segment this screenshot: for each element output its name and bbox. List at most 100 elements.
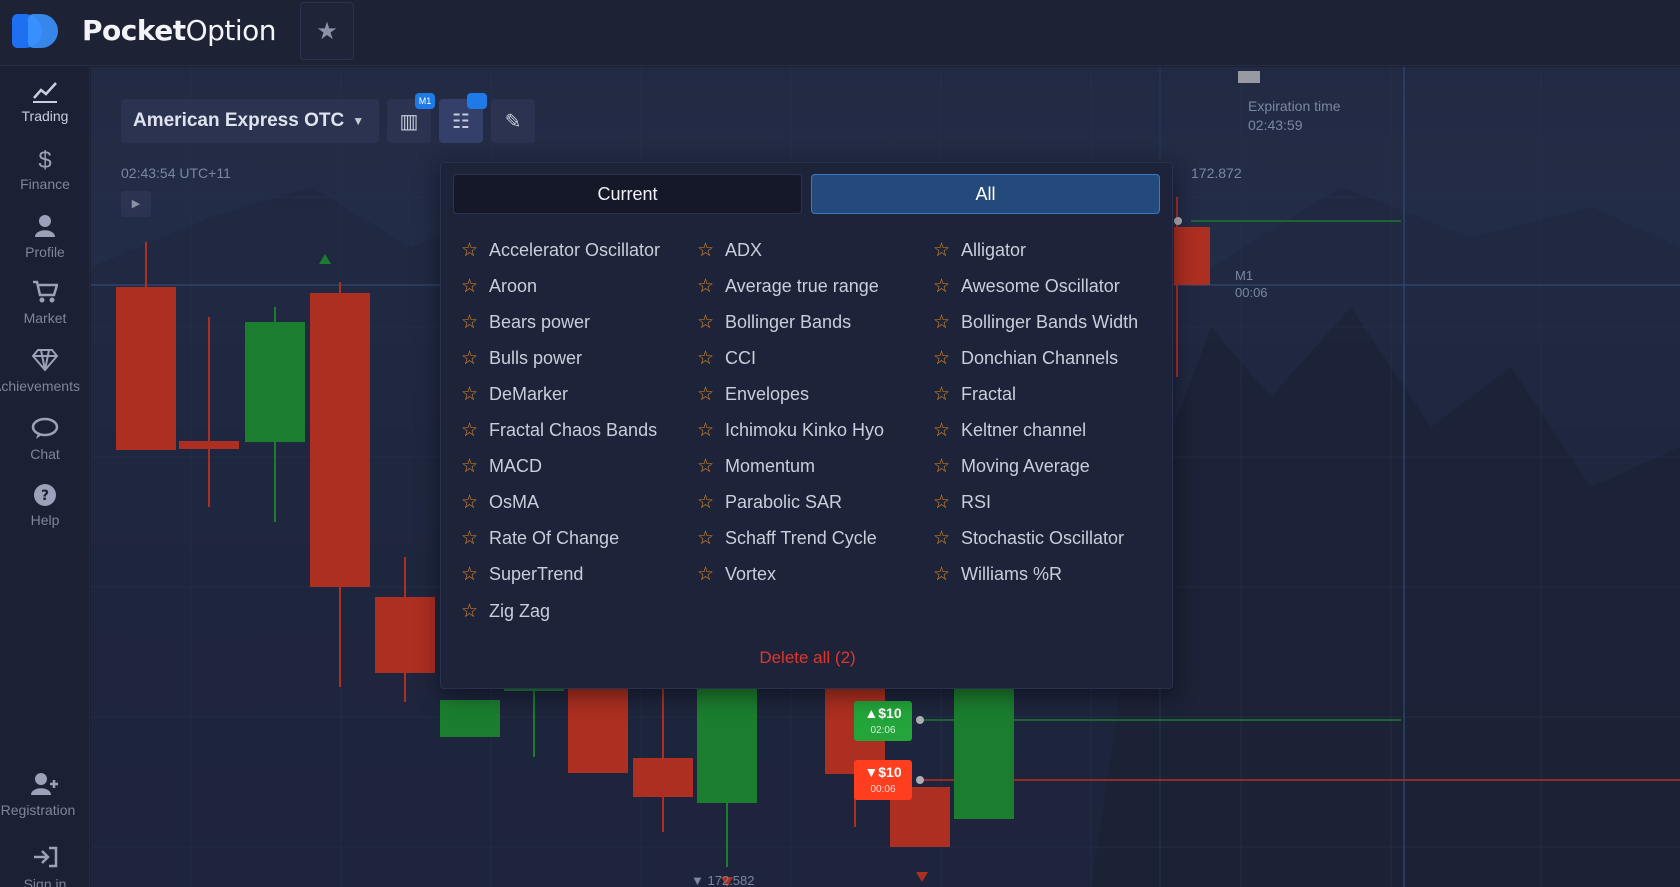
timeframe-badge: M1 <box>415 93 435 109</box>
indicator-item[interactable]: ☆ Fractal Chaos Bands <box>461 419 657 443</box>
star-outline-icon[interactable]: ☆ <box>933 383 951 405</box>
indicator-item[interactable]: ☆ ADX <box>697 238 762 262</box>
brand-logo[interactable]: PocketOption <box>12 10 277 50</box>
indicator-item[interactable]: ☆ Awesome Oscillator <box>933 274 1120 298</box>
star-outline-icon[interactable]: ☆ <box>697 492 715 514</box>
star-outline-icon[interactable]: ☆ <box>461 239 479 261</box>
indicator-label: Rate Of Change <box>489 528 620 549</box>
indicator-item[interactable]: ☆ Average true range <box>697 274 879 298</box>
star-outline-icon[interactable]: ☆ <box>933 347 951 369</box>
star-outline-icon[interactable]: ☆ <box>461 347 479 369</box>
star-outline-icon[interactable]: ☆ <box>697 275 715 297</box>
indicator-item[interactable]: ☆ Alligator <box>933 238 1026 262</box>
sidebar-item-registration[interactable]: Registration <box>0 772 90 838</box>
favorites-button[interactable]: ★ <box>300 2 354 60</box>
indicator-item[interactable]: ☆ Parabolic SAR <box>697 491 842 515</box>
chart-type-button[interactable]: ▥ M1 <box>387 93 435 143</box>
star-outline-icon[interactable]: ☆ <box>933 564 951 586</box>
star-outline-icon[interactable]: ☆ <box>933 420 951 441</box>
star-outline-icon[interactable]: ☆ <box>461 383 479 405</box>
login-icon <box>0 846 90 876</box>
indicator-label: Aroon <box>489 275 538 296</box>
star-outline-icon[interactable]: ☆ <box>697 239 715 261</box>
star-outline-icon[interactable]: ☆ <box>697 456 715 478</box>
chart-line-icon <box>0 78 90 108</box>
sidebar-item-help[interactable]: ? Help <box>0 482 90 548</box>
star-outline-icon[interactable]: ☆ <box>697 420 715 441</box>
indicator-item[interactable]: ☆ Ichimoku Kinko Hyo <box>697 419 884 443</box>
indicator-item[interactable]: ☆ Accelerator Oscillator <box>461 238 660 262</box>
indicator-label: Accelerator Oscillator <box>489 239 661 260</box>
indicator-item[interactable]: ☆ Donchian Channels <box>933 346 1118 370</box>
indicator-item[interactable]: ☆ Envelopes <box>697 382 809 406</box>
indicator-item[interactable]: ☆ MACD <box>461 455 542 479</box>
star-outline-icon[interactable]: ☆ <box>461 420 479 441</box>
star-outline-icon[interactable]: ☆ <box>461 528 479 550</box>
sidebar-item-chat[interactable]: Chat <box>0 416 90 482</box>
star-icon: ★ <box>316 17 338 45</box>
tab-all[interactable]: All <box>811 174 1160 214</box>
drawing-button[interactable]: ✎ <box>491 99 535 143</box>
indicator-item[interactable]: ☆ Bollinger Bands Width <box>933 310 1138 334</box>
star-outline-icon[interactable]: ☆ <box>933 275 951 297</box>
indicator-item[interactable]: ☆ SuperTrend <box>461 563 583 587</box>
indicator-item[interactable]: ☆ Vortex <box>697 563 776 587</box>
sidebar-item-market[interactable]: Market <box>0 280 90 346</box>
candlesticks <box>116 71 1260 887</box>
indicator-item[interactable]: ☆ Zig Zag <box>461 599 550 623</box>
indicator-item[interactable]: ☆ Bollinger Bands <box>697 310 851 334</box>
star-outline-icon[interactable]: ☆ <box>461 564 479 586</box>
indicator-label: Zig Zag <box>489 600 551 621</box>
indicator-item[interactable]: ☆ Williams %R <box>933 563 1062 587</box>
indicators-button[interactable]: ☷ <box>439 93 487 143</box>
indicator-item[interactable]: ☆ Stochastic Oscillator <box>933 527 1124 551</box>
indicator-label: Fractal <box>961 383 1017 404</box>
indicator-label: Vortex <box>725 564 777 585</box>
star-outline-icon[interactable]: ☆ <box>697 347 715 369</box>
indicator-item[interactable]: ☆ OsMA <box>461 491 539 515</box>
sidebar-item-profile[interactable]: Profile <box>0 214 90 280</box>
star-outline-icon[interactable]: ☆ <box>461 311 479 333</box>
star-outline-icon[interactable]: ☆ <box>461 275 479 297</box>
sidebar-item-trading[interactable]: Trading <box>0 78 90 144</box>
logo-icon <box>12 10 60 50</box>
star-outline-icon[interactable]: ☆ <box>697 383 715 405</box>
trade-marker-down[interactable]: ▼$10 00:06 <box>854 760 912 800</box>
asset-selector[interactable]: American Express OTC ▼ <box>121 99 379 143</box>
star-outline-icon[interactable]: ☆ <box>933 239 951 261</box>
diamond-icon <box>0 348 90 378</box>
indicator-item[interactable]: ☆ RSI <box>933 491 991 515</box>
sidebar-item-finance[interactable]: $ Finance <box>0 146 90 212</box>
indicator-label: Schaff Trend Cycle <box>725 528 877 549</box>
svg-text:?: ? <box>41 488 49 504</box>
delete-all-button[interactable]: Delete all (2) <box>759 648 856 667</box>
sidebar-item-sign-in[interactable]: Sign in <box>0 846 90 887</box>
indicator-item[interactable]: ☆ Aroon <box>461 274 537 298</box>
indicator-item[interactable]: ☆ DeMarker <box>461 382 568 406</box>
sidebar-item-achievements[interactable]: Achievements <box>0 348 90 414</box>
star-outline-icon[interactable]: ☆ <box>697 311 715 333</box>
indicator-item[interactable]: ☆ Moving Average <box>933 455 1090 479</box>
star-outline-icon[interactable]: ☆ <box>933 311 951 333</box>
star-outline-icon[interactable]: ☆ <box>933 528 951 550</box>
indicator-item[interactable]: ☆ Momentum <box>697 455 815 479</box>
star-outline-icon[interactable]: ☆ <box>697 528 715 550</box>
tab-current[interactable]: Current <box>453 174 802 214</box>
star-outline-icon[interactable]: ☆ <box>697 564 715 586</box>
indicator-item[interactable]: ☆ Bears power <box>461 310 590 334</box>
indicator-item[interactable]: ☆ Keltner channel <box>933 419 1086 443</box>
trade-marker-up[interactable]: ▲$10 02:06 <box>854 701 912 741</box>
star-outline-icon[interactable]: ☆ <box>461 492 479 514</box>
play-icon[interactable]: ▶ <box>121 191 151 217</box>
star-outline-icon[interactable]: ☆ <box>461 456 479 478</box>
indicator-item[interactable]: ☆ Schaff Trend Cycle <box>697 527 877 551</box>
star-outline-icon[interactable]: ☆ <box>461 600 479 622</box>
indicator-label: Keltner channel <box>961 420 1087 440</box>
star-outline-icon[interactable]: ☆ <box>933 456 951 478</box>
star-outline-icon[interactable]: ☆ <box>933 492 951 514</box>
indicator-item[interactable]: ☆ CCI <box>697 346 756 370</box>
indicator-item[interactable]: ☆ Fractal <box>933 382 1016 406</box>
indicator-item[interactable]: ☆ Rate Of Change <box>461 527 619 551</box>
indicator-item[interactable]: ☆ Bulls power <box>461 346 582 370</box>
indicator-label: Ichimoku Kinko Hyo <box>725 420 885 440</box>
